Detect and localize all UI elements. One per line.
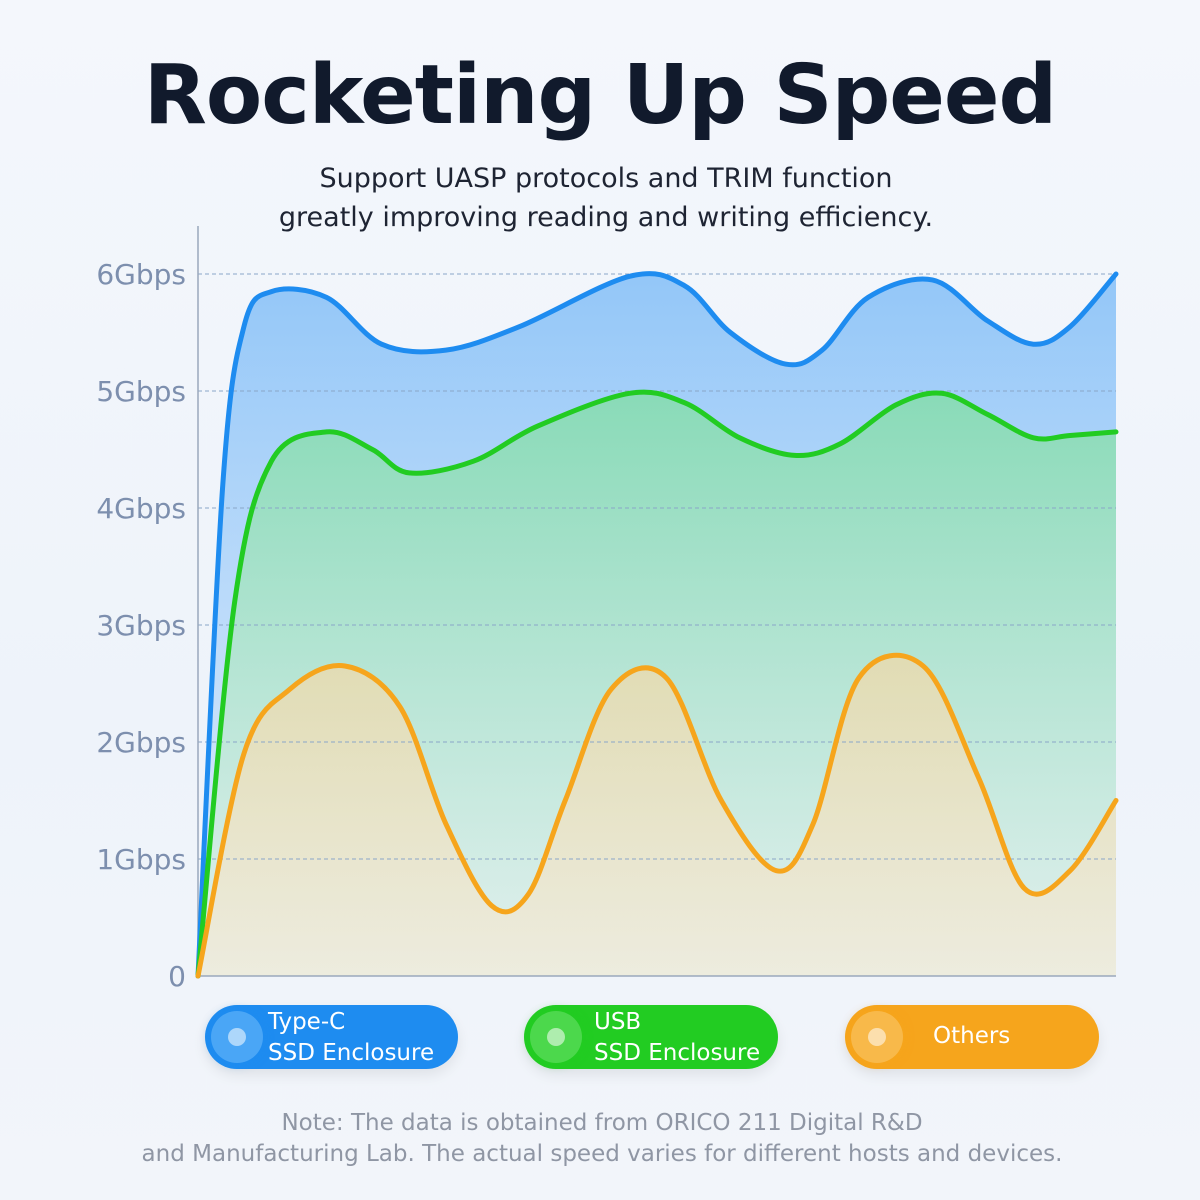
legend-usb-label-1: USB xyxy=(594,1009,642,1035)
y-tick-label: 4Gbps xyxy=(96,492,186,525)
legend-others: Others xyxy=(845,1005,1099,1069)
legend-typec: Type-C SSD Enclosure xyxy=(205,1005,458,1069)
series-area-others xyxy=(198,655,1116,976)
subtitle-line-2: greatly improving reading and writing ef… xyxy=(278,202,934,233)
footnote-line-2: and Manufacturing Lab. The actual speed … xyxy=(141,1141,1063,1167)
legend-others-label: Others xyxy=(933,1023,1011,1049)
series-line-usb xyxy=(195,389,1119,979)
legend-usb: USB SSD Enclosure xyxy=(524,1005,778,1069)
legend-typec-label-1: Type-C xyxy=(268,1009,346,1035)
subtitle-line-1: Support UASP protocols and TRIM function xyxy=(319,163,893,194)
y-tick-label: 0 xyxy=(168,960,186,993)
y-tick-label: 2Gbps xyxy=(96,726,186,759)
series-line-others xyxy=(195,652,1119,979)
legend-usb-label-2: SSD Enclosure xyxy=(594,1040,761,1066)
footnote-line-1: Note: The data is obtained from ORICO 21… xyxy=(281,1110,923,1136)
page-title: Rocketing Up Speed xyxy=(143,48,1057,143)
y-tick-label: 5Gbps xyxy=(96,375,186,408)
legend-typec-dot xyxy=(211,1011,263,1063)
legend-typec-label-2: SSD Enclosure xyxy=(268,1040,435,1066)
legend-others-dot xyxy=(851,1011,903,1063)
y-tick-label: 6Gbps xyxy=(96,258,186,291)
legend-usb-dot xyxy=(530,1011,582,1063)
y-tick-label: 1Gbps xyxy=(96,843,186,876)
speed-chart: 0 1Gbps 2Gbps 3Gbps 4Gbps 5Gbps 6Gbps xyxy=(96,226,1119,993)
series-line-typec xyxy=(195,271,1119,979)
y-tick-label: 3Gbps xyxy=(96,609,186,642)
